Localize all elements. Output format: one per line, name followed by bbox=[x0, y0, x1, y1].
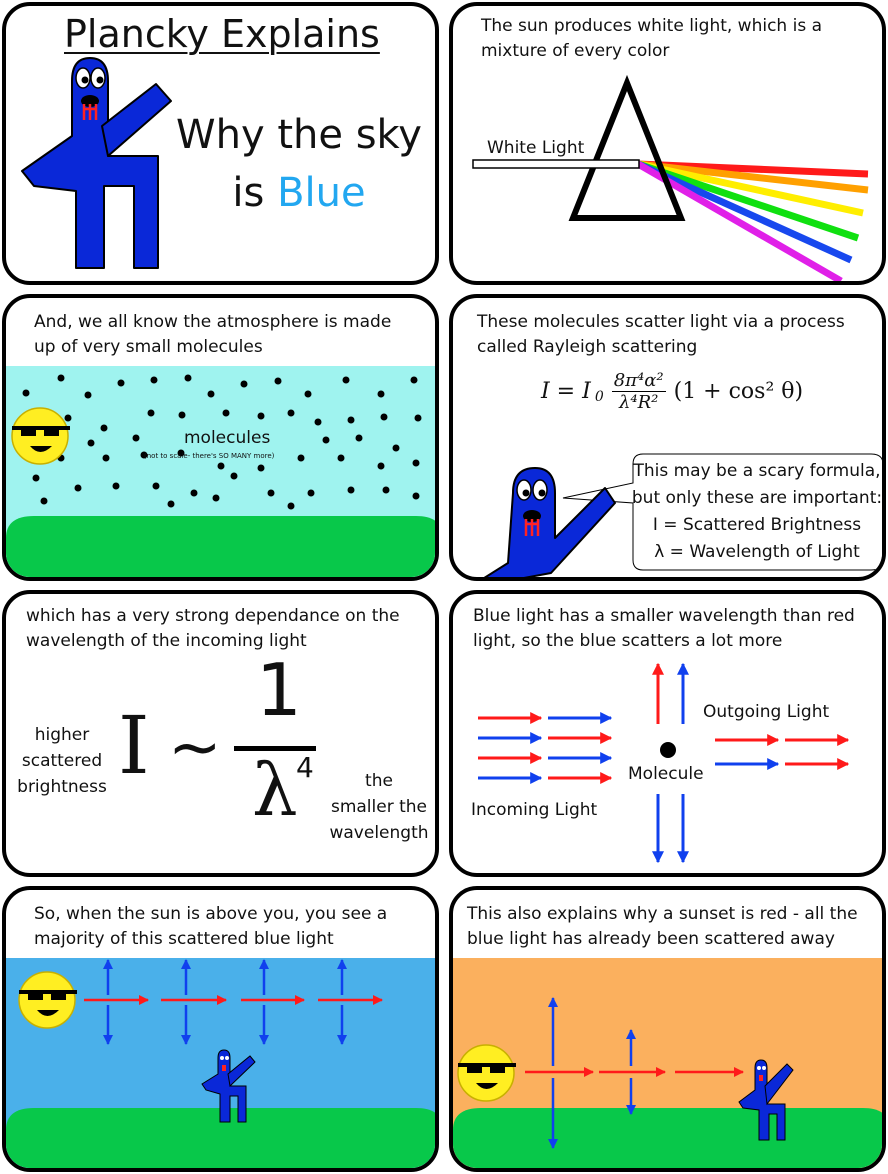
rainbow-rays bbox=[636, 160, 869, 281]
plancky-character bbox=[21, 57, 172, 269]
plancky-pointing bbox=[483, 453, 882, 577]
prism-triangle bbox=[568, 74, 686, 221]
panel-scattering: Blue light has a smaller wavelength than… bbox=[449, 590, 886, 877]
panel-blue-sky: So, when the sun is above you, you see a… bbox=[2, 886, 439, 1172]
panel-molecules: And, we all know the atmosphere is made … bbox=[2, 294, 439, 581]
molecule-dots bbox=[22, 374, 422, 510]
scattered-vertical-arrows bbox=[652, 662, 689, 864]
sun-with-sunglasses bbox=[457, 1044, 516, 1102]
big-exponent: 4 bbox=[296, 751, 314, 784]
big-numerator: 1 bbox=[256, 648, 302, 732]
scattering-diagram bbox=[478, 662, 850, 864]
formula-sub: 0 bbox=[594, 388, 604, 405]
molecule-label: Molecule bbox=[628, 764, 704, 784]
outgoing-label: Outgoing Light bbox=[703, 702, 830, 722]
right-line-1: the bbox=[365, 771, 393, 791]
outgoing-arrows bbox=[715, 734, 850, 770]
subtitle-line1: Why the sky bbox=[176, 112, 422, 158]
panel-rayleigh: These molecules scatter light via a proc… bbox=[449, 294, 886, 581]
incoming-arrows bbox=[478, 712, 613, 784]
caption: So, when the sun is above you, you see a… bbox=[34, 904, 388, 949]
fraction-bar bbox=[234, 746, 316, 751]
bubble-line-4: λ = Wavelength of Light bbox=[654, 542, 860, 562]
speech-bubble bbox=[562, 453, 882, 571]
molecule-dot bbox=[660, 742, 676, 758]
formula-denominator: λ⁴R² bbox=[618, 392, 659, 413]
prism-diagram bbox=[472, 74, 869, 281]
white-light-beam bbox=[472, 159, 640, 169]
right-line-2: smaller the bbox=[330, 797, 428, 817]
caption: Blue light has a smaller wavelength than… bbox=[473, 606, 855, 651]
sun-with-sunglasses bbox=[11, 407, 70, 465]
bubble-text: This may be a scary formula, but only th… bbox=[629, 458, 883, 566]
panel-sunset: This also explains why a sunset is red -… bbox=[449, 886, 886, 1172]
left-line-3: brightness bbox=[17, 777, 107, 797]
formula-numerator: 8π⁴α² bbox=[611, 370, 666, 392]
left-line-1: higher bbox=[34, 725, 90, 745]
big-I: I bbox=[118, 699, 150, 792]
subtitle-blue: Blue bbox=[277, 170, 366, 216]
sky-arrows bbox=[84, 959, 383, 1045]
formula-lhs: I = I bbox=[541, 379, 591, 404]
big-lambda: λ bbox=[252, 748, 298, 832]
molecules-note: (not to scale- there's SO MANY more) bbox=[144, 452, 275, 460]
blue-sky-scene bbox=[6, 958, 435, 1168]
panel-prism: The sun produces white light, which is a… bbox=[449, 2, 886, 285]
caption: This also explains why a sunset is red -… bbox=[467, 904, 858, 949]
sun-with-sunglasses bbox=[18, 971, 77, 1029]
atmosphere-scene bbox=[6, 366, 435, 577]
bubble-line-3: I = Scattered Brightness bbox=[652, 515, 862, 535]
caption: These molecules scatter light via a proc… bbox=[477, 312, 845, 357]
caption: And, we all know the atmosphere is made … bbox=[34, 312, 392, 357]
right-line-3: wavelength bbox=[329, 823, 429, 843]
sunset-arrows bbox=[525, 997, 744, 1149]
white-light-label: White Light bbox=[487, 138, 585, 158]
caption: which has a very strong dependance on th… bbox=[26, 606, 400, 651]
big-tilde: ~ bbox=[168, 711, 222, 785]
sunset-scene bbox=[453, 958, 882, 1168]
left-line-2: scattered bbox=[21, 751, 103, 771]
bubble-line-1: This may be a scary formula, bbox=[633, 461, 881, 481]
formula-tail: (1 + cos² θ) bbox=[673, 379, 804, 404]
subtitle: Why the sky is Blue bbox=[164, 106, 434, 222]
caption: The sun produces white light, which is a… bbox=[481, 16, 823, 61]
small-plancky bbox=[201, 1049, 256, 1123]
subtitle-line2: is Blue bbox=[164, 164, 434, 222]
incoming-label: Incoming Light bbox=[471, 800, 598, 820]
small-plancky bbox=[738, 1059, 794, 1141]
formula-fraction: 8π⁴α² λ⁴R² bbox=[611, 370, 666, 413]
right-annotation: the smaller the wavelength bbox=[316, 768, 435, 846]
panel-dependence: which has a very strong dependance on th… bbox=[2, 590, 439, 877]
subtitle-is: is bbox=[232, 170, 265, 216]
panel-title: Plancky Explains Why the sky is Blue bbox=[2, 2, 439, 285]
bubble-line-2: but only these are important: bbox=[631, 488, 883, 508]
molecules-label: molecules bbox=[184, 428, 271, 448]
comic-title: Plancky Explains bbox=[64, 12, 380, 56]
left-annotation: higher scattered brightness bbox=[10, 722, 114, 800]
